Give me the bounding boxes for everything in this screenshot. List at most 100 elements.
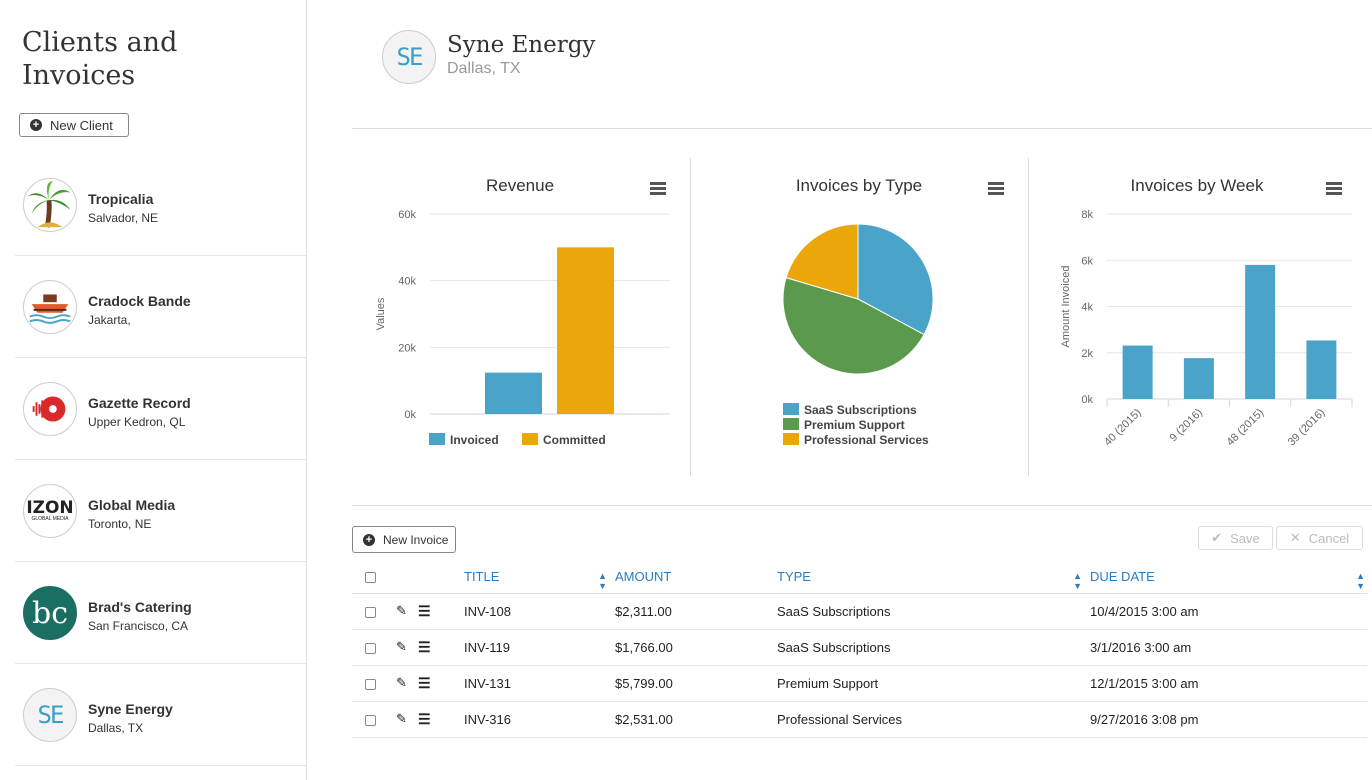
client-item-global-media[interactable]: IZON GLOBAL MEDIA Global Media Toronto, … xyxy=(15,460,306,562)
ship-logo xyxy=(23,280,77,334)
sort-icon[interactable]: ▲ ▼ xyxy=(1356,571,1365,591)
row-checkbox[interactable] xyxy=(365,642,376,654)
izon-logo: IZON GLOBAL MEDIA xyxy=(23,484,77,538)
client-item-tropicalia[interactable]: Tropicalia Salvador, NE xyxy=(15,154,306,256)
pencil-icon[interactable]: ✎ xyxy=(396,603,407,618)
y-tick-label: 0k xyxy=(404,409,416,421)
invoice-type: SaaS Subscriptions xyxy=(777,593,1090,630)
column-header-type[interactable]: TYPE ▲ ▼ xyxy=(777,560,1090,594)
legend-swatch xyxy=(783,403,799,415)
invoice-due-date: 12/1/2015 3:00 am xyxy=(1090,665,1367,702)
close-icon: ✕ xyxy=(1289,530,1301,545)
revenue-chart: Revenue 0k 20k 40k 60k Values Invoiced Committe… xyxy=(352,160,690,475)
se-logo-text: SE xyxy=(396,43,424,71)
save-label: Save xyxy=(1230,530,1260,546)
cancel-button[interactable]: ✕ Cancel xyxy=(1276,526,1363,550)
legend-item: Premium Support xyxy=(804,418,905,432)
bar[interactable] xyxy=(1122,345,1153,399)
client-location: Salvador, NE xyxy=(88,211,159,225)
table-row[interactable]: ✎ ☰ INV-119 $1,766.00 SaaS Subscriptions 3/1/… xyxy=(352,629,1367,666)
client-item-brads-catering[interactable]: bc Brad's Catering San Francisco, CA xyxy=(15,562,306,664)
invoice-amount: $2,311.00 xyxy=(615,593,777,630)
cancel-label: Cancel xyxy=(1308,530,1350,546)
chart-menu-icon[interactable] xyxy=(988,182,1004,195)
legend-item: Professional Services xyxy=(804,433,929,447)
y-axis-label: Amount Invoiced xyxy=(1060,266,1072,348)
details-icon[interactable]: ☰ xyxy=(418,710,431,727)
invoice-type: SaaS Subscriptions xyxy=(777,629,1090,666)
client-name: Tropicalia xyxy=(88,191,154,207)
client-location: Dallas, TX xyxy=(88,721,144,735)
details-icon[interactable]: ☰ xyxy=(418,674,431,691)
column-header-due-date[interactable]: DUE DATE ▲ ▼ xyxy=(1090,560,1367,594)
sort-icon[interactable]: ▲ ▼ xyxy=(598,571,607,591)
client-location: Toronto, NE xyxy=(88,517,152,531)
plus-circle-icon: + xyxy=(30,119,42,131)
invoice-title: INV-316 xyxy=(464,701,615,738)
se-logo: SE xyxy=(23,688,77,742)
save-button[interactable]: ✔ Save xyxy=(1198,526,1273,550)
bar[interactable] xyxy=(1306,340,1337,399)
new-client-label: New Client xyxy=(50,117,113,133)
table-row[interactable]: ✎ ☰ INV-131 $5,799.00 Premium Support 12/1/20… xyxy=(352,665,1367,702)
column-header-title[interactable]: TITLE ▲ ▼ xyxy=(464,560,615,594)
legend-item: SaaS Subscriptions xyxy=(804,403,917,417)
izon-logo-text: IZON xyxy=(26,498,74,518)
pencil-icon[interactable]: ✎ xyxy=(396,711,407,726)
details-icon[interactable]: ☰ xyxy=(418,638,431,655)
invoices-by-type-chart: Invoices by Type SaaS Subscriptions Premiu… xyxy=(691,160,1028,475)
header-label: TITLE xyxy=(464,568,500,584)
client-item-cradock-bande[interactable]: Cradock Bande Jakarta, xyxy=(15,256,306,358)
bar[interactable] xyxy=(1183,358,1214,399)
main-panel: SE Syne Energy Dallas, TX Revenue 0k 20k 40… xyxy=(307,0,1372,780)
new-client-button[interactable]: + New Client xyxy=(19,113,129,137)
y-tick-label: 6k xyxy=(1081,255,1093,267)
pie-slice[interactable] xyxy=(782,277,925,375)
row-checkbox[interactable] xyxy=(365,678,376,690)
pencil-icon[interactable]: ✎ xyxy=(396,639,407,654)
sort-icon[interactable]: ▲ ▼ xyxy=(1073,571,1082,591)
legend-swatch xyxy=(522,433,538,445)
pie-slice[interactable] xyxy=(785,223,859,300)
client-name: Brad's Catering xyxy=(88,599,192,615)
header-label: DUE DATE xyxy=(1090,568,1155,584)
pencil-icon[interactable]: ✎ xyxy=(396,675,407,690)
details-icon[interactable]: ☰ xyxy=(418,602,431,619)
client-name: Global Media xyxy=(88,497,176,513)
client-location: Upper Kedron, QL xyxy=(88,415,186,429)
divider xyxy=(352,505,1372,506)
client-list: Tropicalia Salvador, NE Cradock Bande Ja… xyxy=(15,154,306,766)
record-logo xyxy=(23,382,77,436)
new-invoice-button[interactable]: + New Invoice xyxy=(352,526,456,553)
client-item-gazette-record[interactable]: Gazette Record Upper Kedron, QL xyxy=(15,358,306,460)
divider xyxy=(690,158,691,476)
bar[interactable] xyxy=(1245,264,1276,399)
x-tick-label: 39 (2016) xyxy=(1286,407,1328,449)
legend-swatch xyxy=(783,433,799,445)
invoice-due-date: 3/1/2016 3:00 am xyxy=(1090,629,1367,666)
chart-menu-icon[interactable] xyxy=(1326,182,1342,195)
row-checkbox[interactable] xyxy=(365,606,376,618)
invoice-table: TITLE ▲ ▼ AMOUNT TYPE ▲ ▼ DUE DATE ▲ ▼ ✎ ☰ INV-1… xyxy=(352,560,1367,738)
pie-slice[interactable] xyxy=(857,223,934,336)
invoice-title: INV-108 xyxy=(464,593,615,630)
y-axis-label: Values xyxy=(375,297,387,330)
invoice-amount: $1,766.00 xyxy=(615,629,777,666)
invoice-amount: $2,531.00 xyxy=(615,701,777,738)
se-logo: SE xyxy=(382,30,436,84)
chart-menu-icon[interactable] xyxy=(650,182,666,195)
izon-logo-subtext: GLOBAL MEDIA xyxy=(31,516,69,522)
table-row[interactable]: ✎ ☰ INV-108 $2,311.00 SaaS Subscriptions 10/4… xyxy=(352,593,1367,630)
chart-title: Invoices by Type xyxy=(796,176,922,195)
bar-committed[interactable] xyxy=(557,247,614,414)
client-name: Syne Energy xyxy=(88,701,173,717)
bar-invoiced[interactable] xyxy=(485,372,542,414)
header-label: TYPE xyxy=(777,568,811,584)
invoices-by-week-chart: Invoices by Week 0k 2k 4k 6k 8k Amount Invoice… xyxy=(1029,160,1372,475)
table-row[interactable]: ✎ ☰ INV-316 $2,531.00 Professional Services 9… xyxy=(352,701,1367,738)
palm-tree-logo xyxy=(23,178,77,232)
client-item-syne-energy[interactable]: SE Syne Energy Dallas, TX xyxy=(15,664,306,766)
select-all-checkbox[interactable] xyxy=(365,571,376,583)
row-checkbox[interactable] xyxy=(365,714,376,726)
column-header-amount[interactable]: AMOUNT xyxy=(615,560,777,594)
